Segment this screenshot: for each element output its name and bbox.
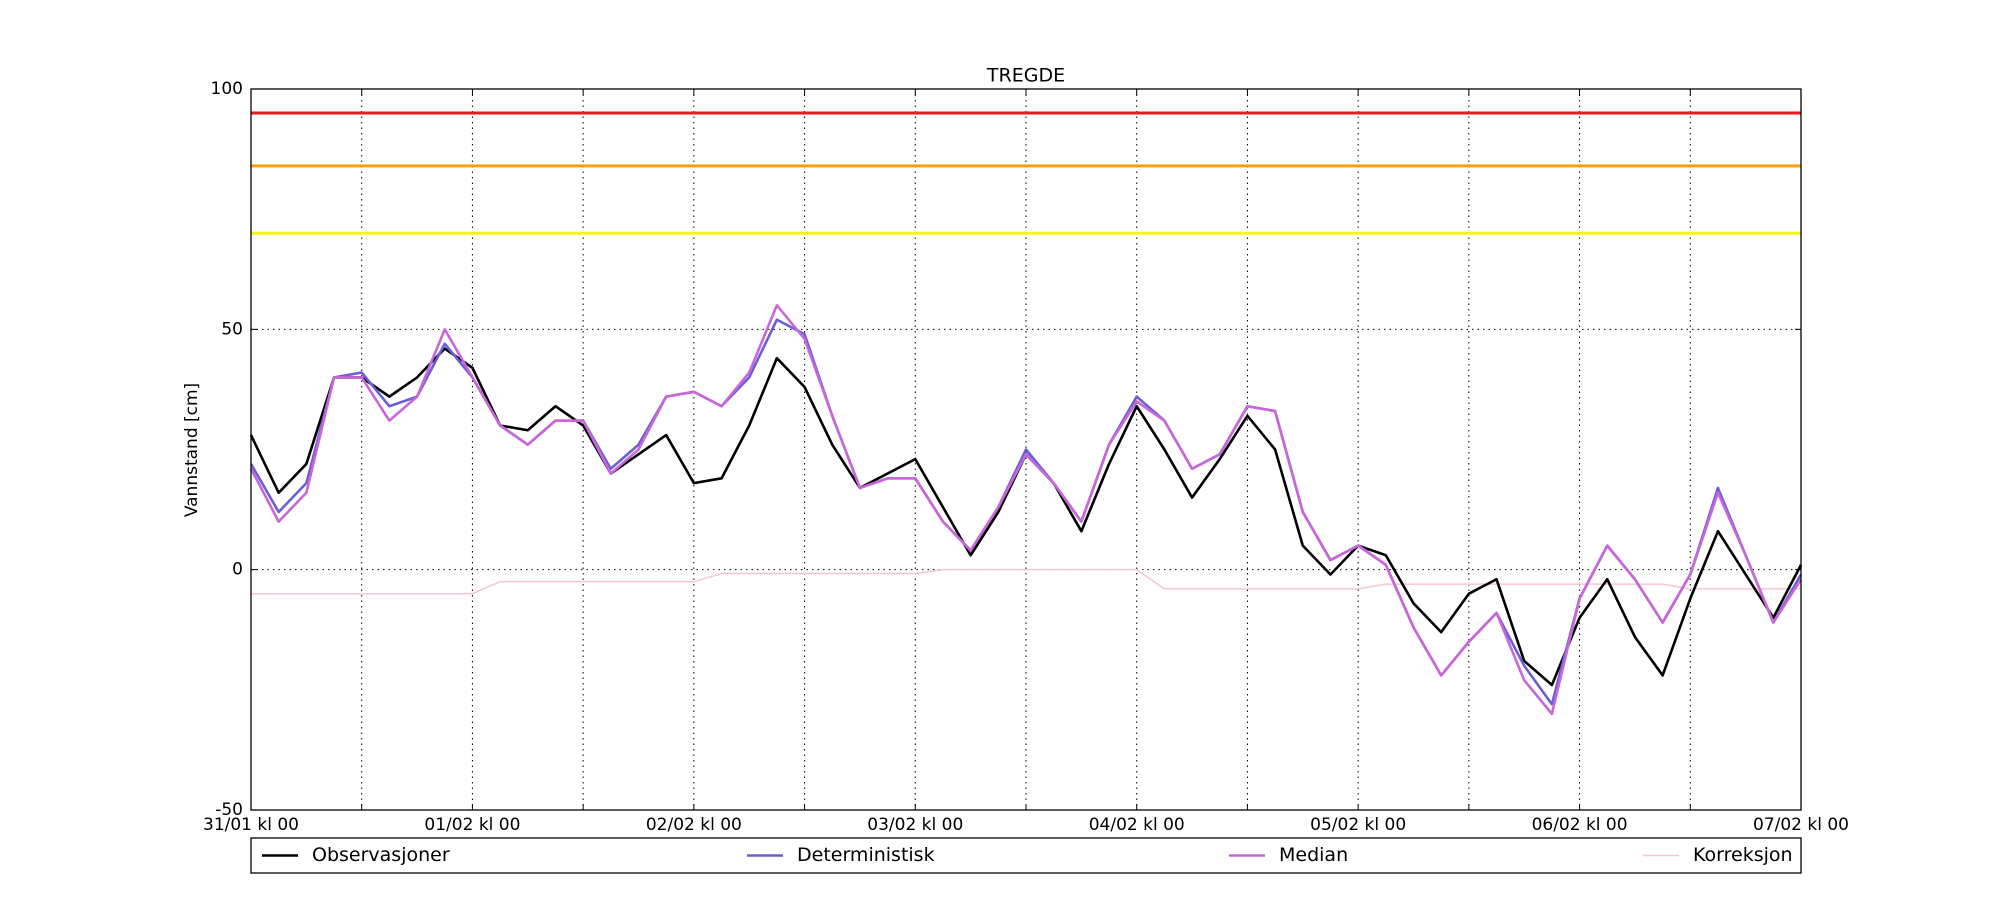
- x-tick-label: 05/02 kl 00: [1310, 815, 1406, 835]
- chart-title: TREGDE: [986, 65, 1065, 87]
- y-tick-label: 0: [232, 560, 243, 580]
- y-tick-label: 100: [211, 79, 243, 99]
- x-tick-label: 03/02 kl 00: [867, 815, 963, 835]
- x-tick-label: 06/02 kl 00: [1532, 815, 1628, 835]
- data-line: [251, 568, 1801, 595]
- x-tick-label: 07/02 kl 00: [1753, 815, 1849, 835]
- y-tick-label: 50: [221, 319, 243, 339]
- x-tick-label: 04/02 kl 00: [1089, 815, 1185, 835]
- plot-frame: [250, 88, 1802, 811]
- x-tick-label: 02/02 kl 00: [646, 815, 742, 835]
- legend-label: Deterministisk: [797, 844, 935, 866]
- legend-label: Median: [1279, 844, 1348, 866]
- y-axis-label: Vannstand [cm]: [182, 383, 202, 517]
- x-tick-label: 31/01 kl 00: [203, 815, 299, 835]
- legend-box: [250, 837, 1802, 874]
- legend-label: Observasjoner: [312, 844, 450, 866]
- x-tick-label: 01/02 kl 00: [424, 815, 520, 835]
- legend-label: Korreksjon: [1693, 844, 1793, 866]
- legend: Observasjoner Deterministisk Median Korreks…: [250, 837, 1802, 874]
- y-tick-label: -50: [215, 800, 243, 820]
- data-line: [249, 304, 1803, 716]
